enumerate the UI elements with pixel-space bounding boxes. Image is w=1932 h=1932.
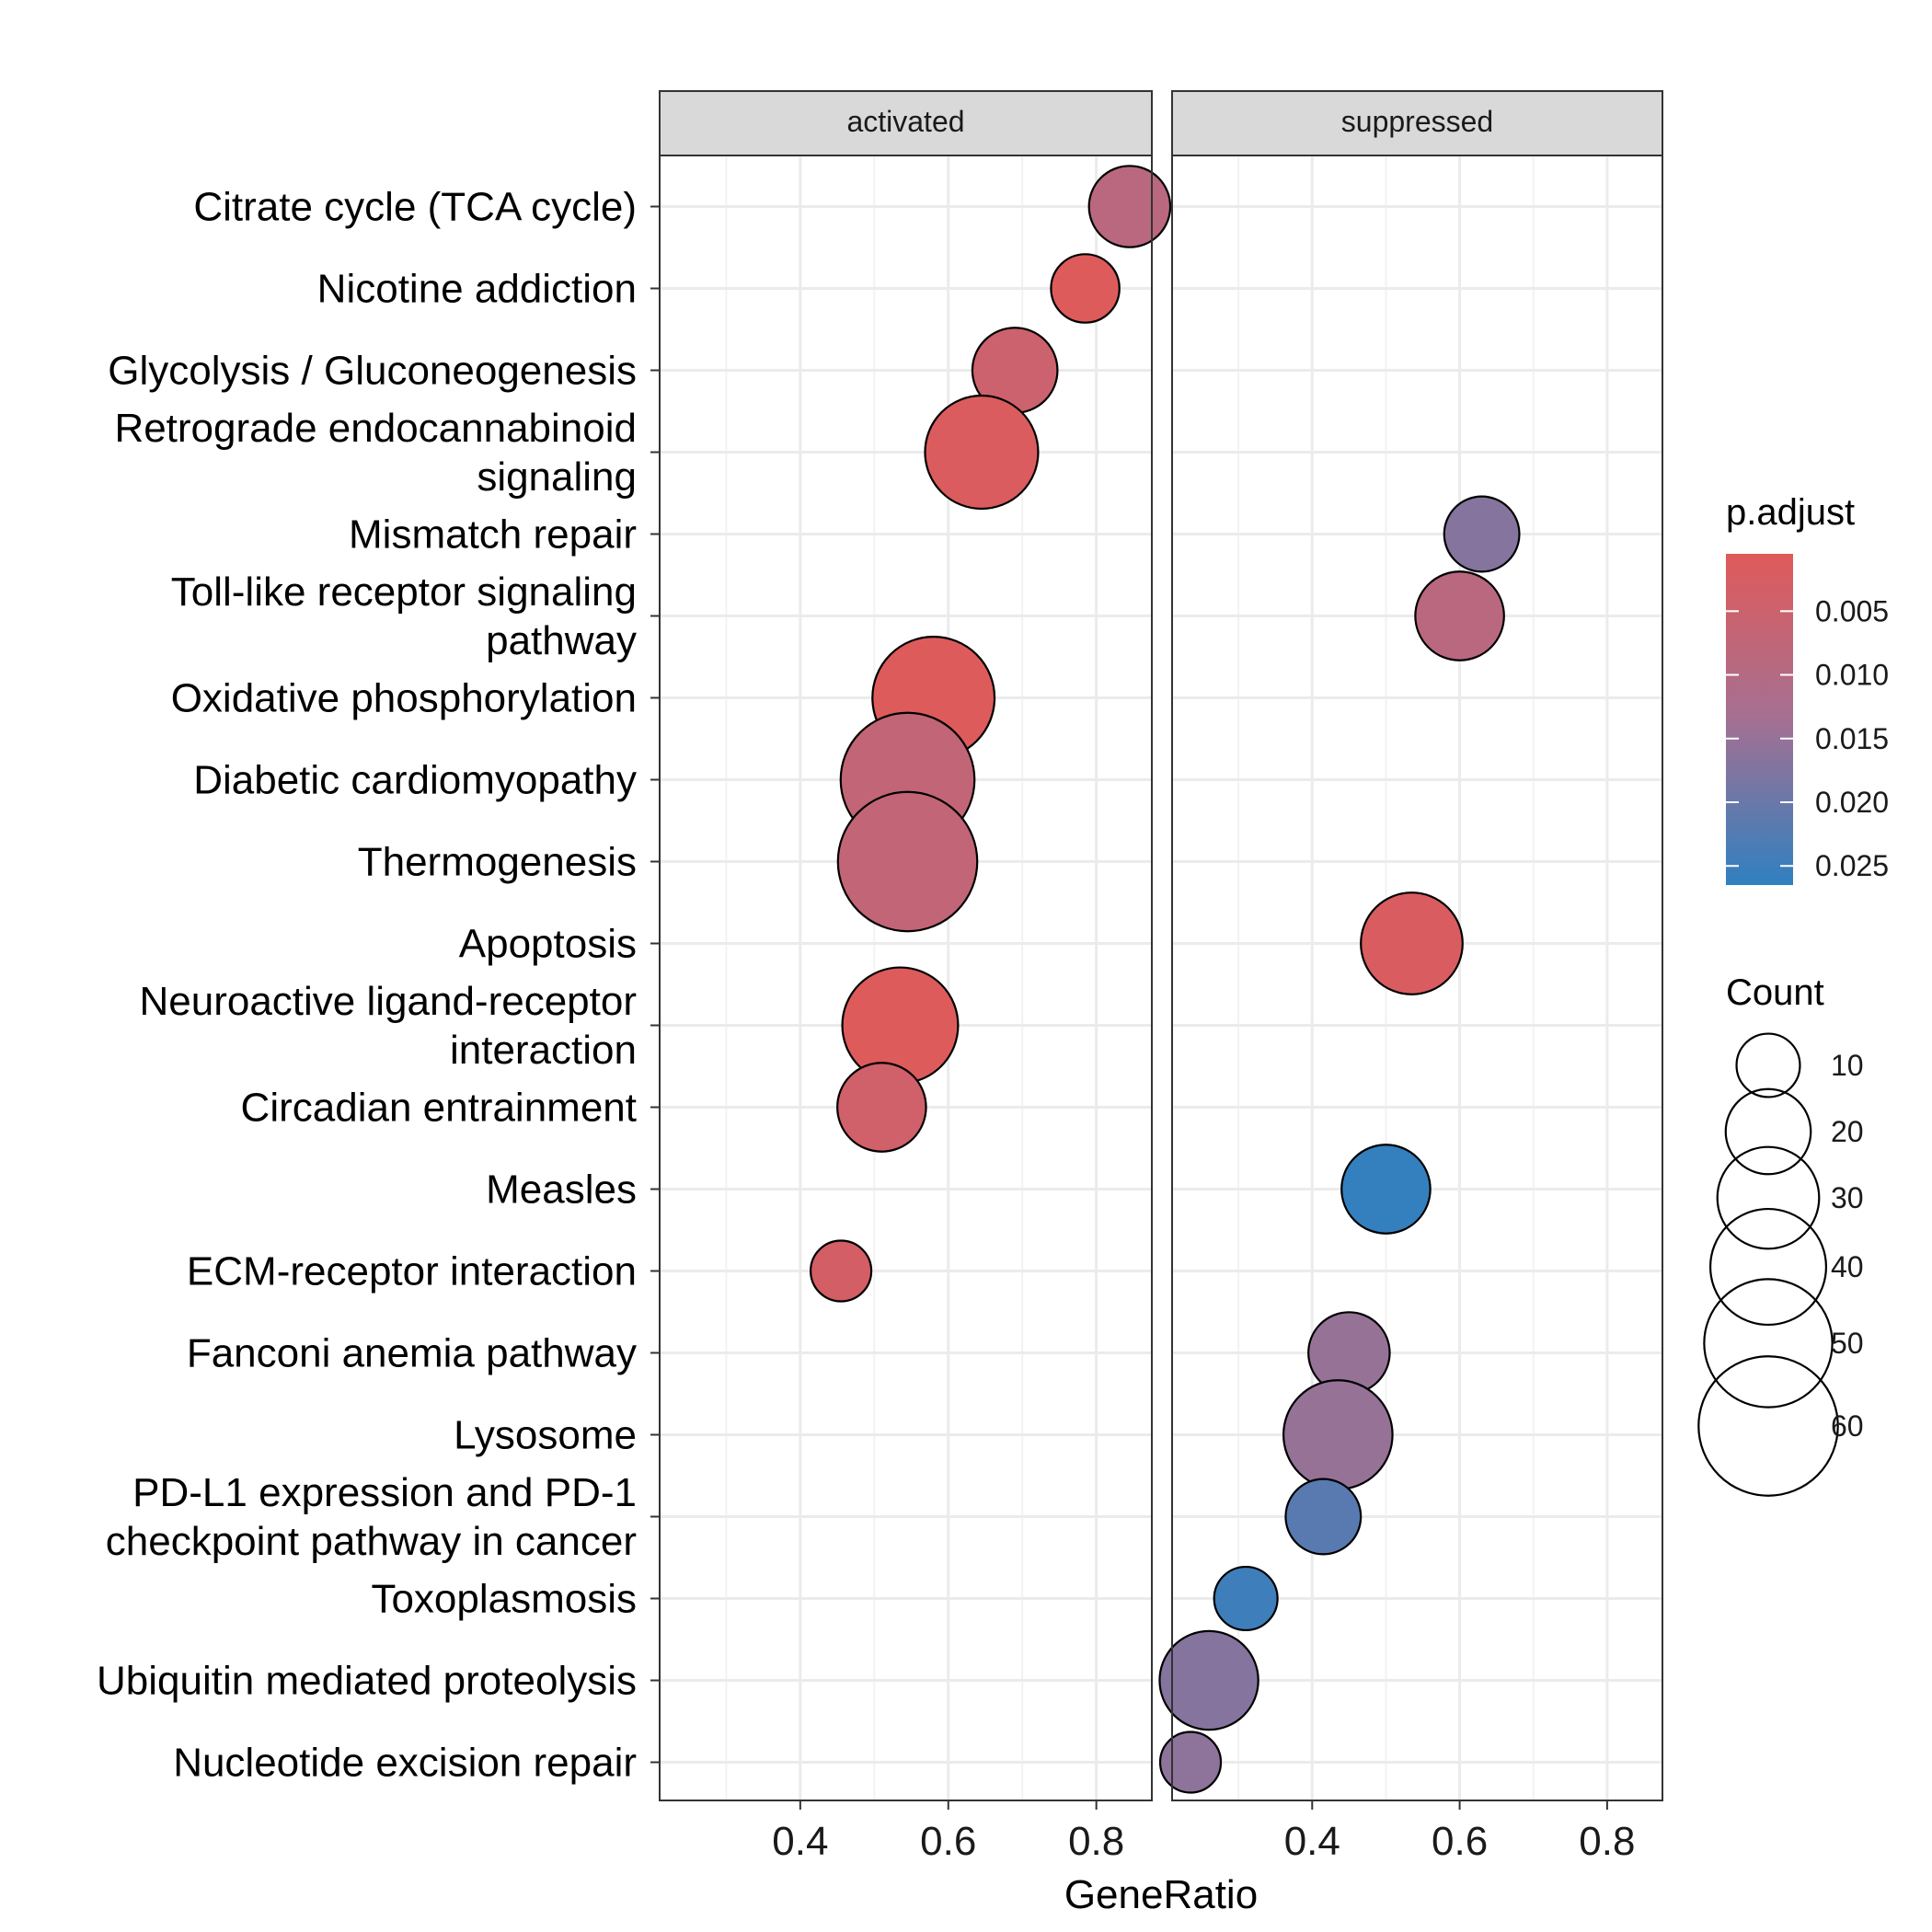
point-toll-like-receptor-signaling-pathway [1414,570,1505,661]
point-thermogenesis [836,790,979,933]
point-nicotine-addiction [1050,253,1121,324]
x-axis: 0.4 0.6 0.8 0.4 0.6 0.8 [772,1800,1635,1864]
y-tick-label: Apoptosis [459,922,637,967]
point-circadian-entrainment [836,1062,927,1153]
size-legend-key [1708,1207,1828,1327]
size-legend: Count 10 20 30 40 50 60 [1697,972,1864,1497]
point-ecm-receptor-interaction [810,1239,873,1303]
color-legend-ticks: 0.005 0.010 0.015 0.020 0.025 [1726,594,1889,882]
point-lysosome [1282,1379,1394,1490]
size-legend-key [1735,1032,1801,1098]
point-citrate-cycle-tca-cycle [1087,165,1172,248]
color-legend-bar [1726,554,1793,885]
size-legend-key [1697,1355,1839,1497]
color-legend-label: 0.005 [1815,594,1889,627]
panel-strip-label-activated: activated [846,105,964,138]
y-tick-label: Toxoplasmosis [371,1577,637,1622]
panel-activated: activated [659,90,1172,1801]
x-tick-label: 0.8 [1579,1819,1635,1864]
size-legend-label: 50 [1831,1327,1864,1360]
color-legend-label: 0.020 [1815,786,1889,819]
x-tick-label: 0.8 [1068,1819,1124,1864]
point-toxoplasmosis [1213,1565,1279,1632]
color-legend-label: 0.015 [1815,722,1889,755]
panel-strip-activated [659,90,1153,156]
point-mismatch-repair [1443,495,1521,573]
y-tick-label: Measles [486,1167,637,1213]
point-pd-l1-expression-and-pd-1-checkpoint-pathway-in-cancer [1284,1478,1363,1556]
point-nucleotide-excision-repair [1158,1731,1223,1794]
point-measles [1340,1144,1432,1235]
size-legend-title: Count [1726,972,1824,1013]
x-tick-label: 0.4 [772,1819,828,1864]
point-apoptosis [1360,891,1464,995]
panel-suppressed: suppressed [1158,90,1663,1801]
y-tick-label: Nicotine addiction [317,267,637,312]
y-tick-label: Lysosome [454,1413,637,1458]
x-axis-title: GeneRatio [1064,1872,1258,1917]
x-tick-label: 0.6 [920,1819,976,1864]
point-retrograde-endocannabinoid-signaling [924,394,1040,511]
panel-activated-border [659,155,1153,1801]
x-tick-label: 0.4 [1284,1819,1340,1864]
color-legend-label: 0.025 [1815,849,1889,882]
y-tick-label: Thermogenesis [358,840,637,885]
panel-strip-label-suppressed: suppressed [1341,105,1493,138]
y-tick-label: Oxidative phosphorylation [171,676,637,721]
size-legend-key [1716,1145,1821,1250]
y-tick-label: Neuroactive ligand-receptor interaction [139,979,637,1073]
y-tick-label: Fanconi anemia pathway [187,1331,637,1376]
color-legend-label: 0.010 [1815,659,1889,692]
size-legend-label: 60 [1831,1409,1864,1443]
y-tick-label: Toll-like receptor signaling pathway [171,569,637,663]
y-tick-label: Citrate cycle (TCA cycle) [193,185,637,230]
y-tick-label: Diabetic cardiomyopathy [193,758,637,803]
panel-suppressed-border [1171,155,1663,1801]
y-tick-label: Circadian entrainment [241,1086,637,1131]
color-legend-title: p.adjust [1726,492,1855,533]
x-tick-label: 0.6 [1432,1819,1488,1864]
grid-activated [660,155,1152,1800]
size-legend-label: 40 [1831,1250,1864,1283]
point-ubiquitin-mediated-proteolysis [1158,1629,1259,1731]
y-axis: Citrate cycle (TCA cycle) Nicotine addict… [97,185,660,1786]
color-legend: p.adjust 0.005 0.010 0.015 0.020 0.025 [1726,492,1889,885]
size-legend-keys: 10 20 30 40 50 60 [1697,1032,1864,1497]
points-suppressed [1158,495,1521,1794]
panel-strip-suppressed [1171,90,1663,156]
y-tick-label: Ubiquitin mediated proteolysis [97,1659,637,1704]
y-tick-label: Glycolysis / Gluconeogenesis [108,349,637,394]
y-tick-label: PD-L1 expression and PD-1 checkpoint path… [106,1470,637,1564]
size-legend-label: 20 [1831,1115,1864,1148]
y-tick-label: ECM-receptor interaction [187,1249,637,1294]
y-tick-label: Nucleotide excision repair [173,1741,637,1786]
points-activated [810,165,1172,1303]
y-tick-label: Retrograde endocannabinoid signaling [114,406,637,500]
size-legend-key [1703,1278,1834,1409]
y-tick-label: Mismatch repair [349,512,637,558]
size-legend-label: 10 [1831,1049,1864,1082]
size-legend-key [1724,1087,1812,1176]
size-legend-label: 30 [1831,1181,1864,1214]
